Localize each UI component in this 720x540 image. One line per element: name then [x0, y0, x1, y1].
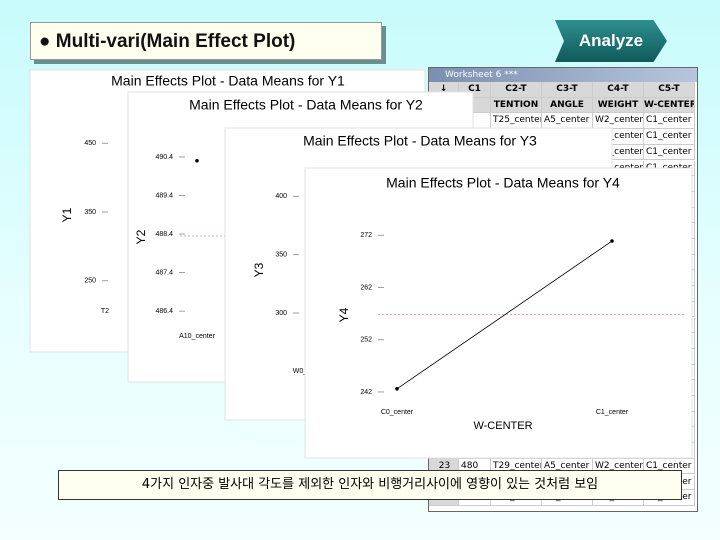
cell: C4-T — [593, 82, 644, 98]
plot-title: Main Effects Plot - Data Means for Y1 — [111, 73, 345, 89]
y-tick-label: 350 — [275, 252, 287, 259]
y-tick-label: 350 — [84, 209, 96, 216]
mean-point — [610, 239, 614, 243]
y-tick-label: 300 — [275, 310, 287, 317]
y-tick-label: 262 — [360, 284, 372, 291]
cell: C1_center — [644, 144, 695, 161]
y-axis-label: Y3 — [252, 262, 266, 277]
y-tick-label: 486.4 — [155, 308, 173, 315]
y-tick-label: 489.4 — [155, 192, 173, 199]
y-tick-label: 450 — [84, 140, 96, 147]
y-axis-label: Y4 — [337, 307, 351, 322]
y-tick-label: 400 — [275, 193, 287, 200]
cell: W2_center — [593, 113, 644, 130]
x-tick-label: A10_center — [179, 333, 215, 340]
x-axis-label: W-CENTER — [473, 420, 532, 432]
worksheet-row: TENTION ANGLE WEIGHT W-CENTER — [429, 97, 695, 114]
plot-window — [304, 167, 693, 459]
cell: C2-T — [491, 82, 542, 98]
cell: WEIGHT — [593, 97, 644, 114]
analyze-button[interactable]: Analyze — [555, 20, 667, 62]
slide-title: ● Multi-vari(Main Effect Plot) — [30, 22, 382, 60]
y-tick-label: 242 — [360, 389, 372, 396]
y-axis-label: Y1 — [60, 207, 74, 222]
cell: C1_center — [644, 129, 695, 145]
plot-title: Main Effects Plot - Data Means for Y4 — [386, 175, 620, 191]
x-tick-label: C0_center — [381, 409, 414, 416]
cell: C3-T — [542, 82, 593, 98]
cell: W2_center — [593, 129, 644, 145]
worksheet-title: Worksheet 6 *** — [429, 68, 697, 82]
x-tick-label: W0_ — [293, 368, 308, 375]
plot-title: Main Effects Plot - Data Means for Y2 — [189, 97, 423, 113]
cell: C1_center — [644, 113, 695, 130]
y-axis-label: Y2 — [134, 229, 148, 244]
cell: W2_center — [593, 144, 644, 161]
cell: TENTION — [491, 97, 542, 114]
caption: 4가지 인자중 발사대 각도를 제외한 인자와 비행거리사이에 영향이 있는 것… — [58, 470, 682, 500]
mean-point — [395, 387, 399, 391]
x-tick-label: T2 — [101, 308, 109, 315]
effect-line — [396, 240, 613, 390]
y-tick-label: 250 — [84, 278, 96, 285]
cell: W-CENTER — [644, 97, 695, 114]
plot-title: Main Effects Plot - Data Means for Y3 — [303, 133, 537, 149]
y-tick-label: 252 — [360, 337, 372, 344]
y-tick-label: 272 — [360, 232, 372, 239]
y-tick-label: 488.4 — [155, 231, 173, 238]
y-tick-label: 487.4 — [155, 269, 173, 276]
worksheet-row: ↓ C1 C2-T C3-T C4-T C5-T — [429, 82, 695, 98]
y-tick-label: 490.4 — [155, 154, 173, 161]
x-tick-label: C1_center — [596, 409, 629, 416]
mean-point — [195, 158, 199, 163]
cell: C5-T — [644, 82, 695, 98]
cell: ANGLE — [542, 97, 593, 114]
